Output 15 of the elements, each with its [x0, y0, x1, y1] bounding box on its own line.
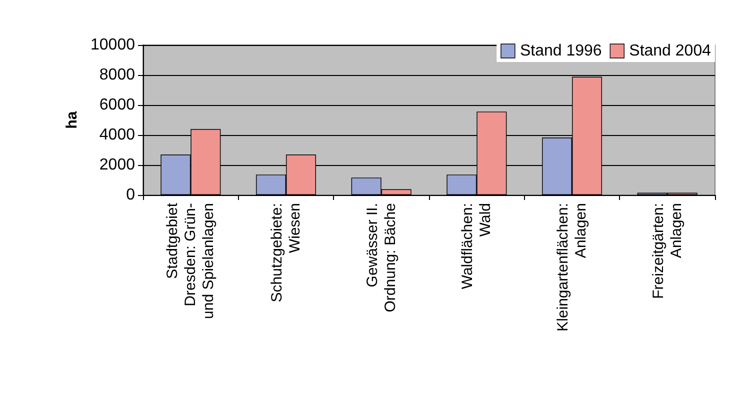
y-axis-title: ha — [64, 110, 81, 129]
y-tick-label: 2000 — [99, 156, 136, 174]
x-tick-label: Waldflächen: Wald — [459, 203, 494, 290]
x-tick-label: Schutzgebiete: Wiesen — [268, 203, 304, 302]
y-tick-label: 0 — [126, 186, 136, 204]
y-tick-label: 6000 — [99, 96, 136, 114]
legend-label: Stand 1996 — [520, 42, 602, 60]
x-tick-label: Kleingartenflächen: Anlagen — [554, 203, 590, 332]
y-tick-label: 8000 — [99, 66, 136, 84]
y-tick-label: 4000 — [99, 126, 136, 144]
x-tick-label: Freizeitgärten: Anlagen — [650, 203, 685, 299]
x-tick-label: Gewässer II. Ordnung: Bäche — [364, 203, 399, 312]
legend-label: Stand 2004 — [629, 42, 712, 60]
x-tick-label: Stadtgebiet Dresden: Grün- und Spielanlagen — [164, 202, 218, 319]
y-tick-label: 10000 — [90, 36, 136, 54]
